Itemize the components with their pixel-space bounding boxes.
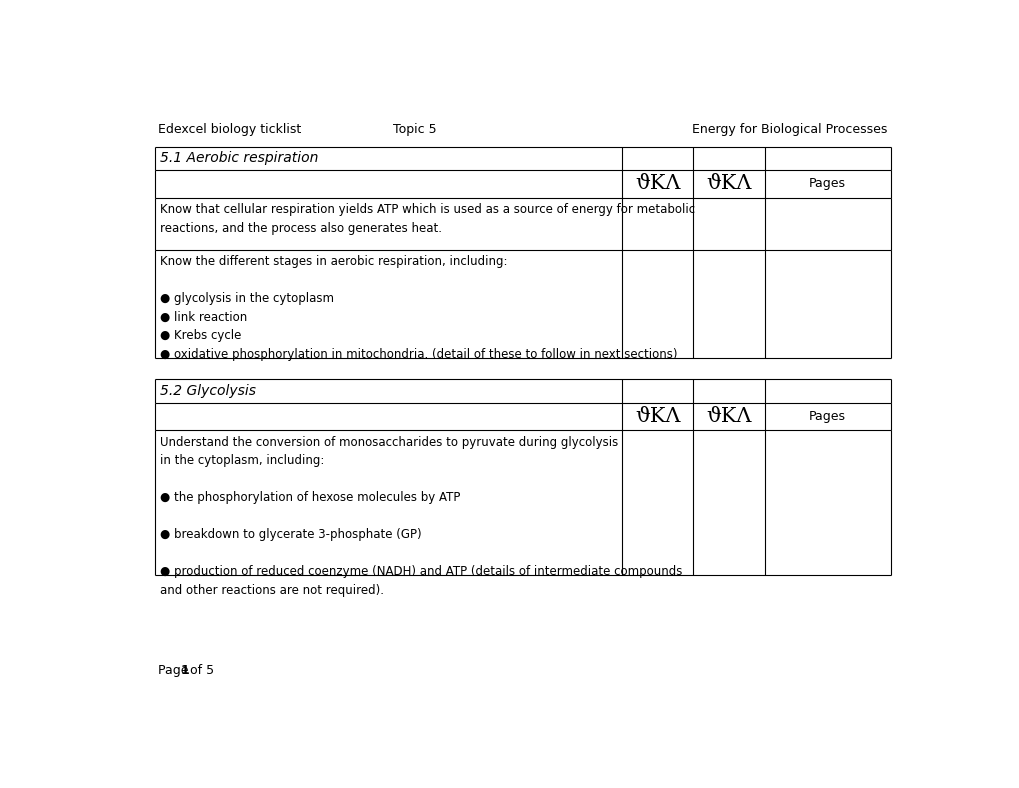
Text: 5.1 Aerobic respiration: 5.1 Aerobic respiration [160, 151, 318, 165]
Text: of 5: of 5 [186, 664, 214, 677]
Text: Pages: Pages [808, 177, 846, 191]
Text: Know the different stages in aerobic respiration, including:

● glycolysis in th: Know the different stages in aerobic res… [160, 255, 677, 361]
Text: Pages: Pages [808, 410, 846, 423]
Text: Understand the conversion of monosaccharides to pyruvate during glycolysis
in th: Understand the conversion of monosacchar… [160, 436, 682, 597]
Text: Know that cellular respiration yields ATP which is used as a source of energy fo: Know that cellular respiration yields AT… [160, 203, 695, 235]
Text: 5.2 Glycolysis: 5.2 Glycolysis [160, 384, 256, 398]
Text: ϑKΛ: ϑKΛ [634, 174, 680, 193]
Text: ϑKΛ: ϑKΛ [705, 174, 751, 193]
Text: ϑKΛ: ϑKΛ [634, 407, 680, 426]
Text: ϑKΛ: ϑKΛ [705, 407, 751, 426]
Text: Page: Page [158, 664, 193, 677]
Text: Edexcel biology ticklist: Edexcel biology ticklist [158, 124, 302, 136]
Text: Energy for Biological Processes: Energy for Biological Processes [691, 124, 887, 136]
Text: 1: 1 [180, 664, 190, 677]
Text: Topic 5: Topic 5 [392, 124, 436, 136]
